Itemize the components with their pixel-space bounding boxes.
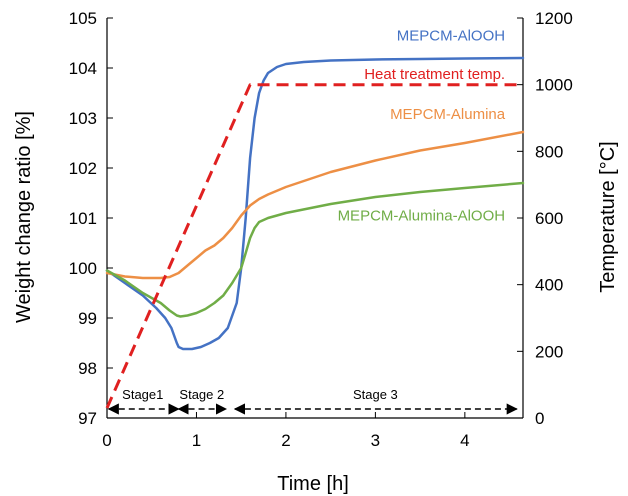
x-tick-label: 4 [460,431,469,450]
stage-layer: Stage1 Stage 2 Stage 3 [107,387,518,415]
series-label: Heat treatment temp. [364,66,505,83]
y-tick-label: 100 [69,259,97,278]
y-tick-label: 103 [69,109,97,128]
y-tick-label: 97 [78,409,97,428]
y-axis-title: Weight change ratio [%] [13,111,35,323]
y-tick-label: 99 [78,309,97,328]
series-layer [105,56,525,409]
x-tick-label: 2 [281,431,290,450]
y2-tick-label: 600 [535,209,563,228]
axes: 9798991001011021031041050200400600800100… [69,9,573,450]
x-tick-label: 1 [192,431,201,450]
series-label: MEPCM-AlOOH [397,28,505,45]
series-line-mepcm-alooh [105,56,525,351]
y-tick-label: 105 [69,9,97,28]
y2-tick-label: 1000 [535,76,573,95]
y-tick-label: 102 [69,159,97,178]
y2-tick-label: 1200 [535,9,573,28]
y-tick-label: 98 [78,359,97,378]
y2-tick-label: 800 [535,142,563,161]
series-label: MEPCM-Alumina [390,106,506,123]
series-label: MEPCM-Alumina-AlOOH [338,208,506,225]
y2-axis-title: Temperature [°C] [597,141,619,292]
stage-label: Stage 3 [353,387,398,402]
stage-label: Stage1 [122,387,163,402]
stage-label: Stage 2 [179,387,224,402]
series-line-mepcm-alumina-alooh [105,181,525,318]
label-layer: MEPCM-AlOOH Heat treatment temp. MEPCM-Alu… [338,28,506,225]
x-axis-title: Time [h] [277,473,349,495]
series-line-heat-treatment-temp [105,83,523,409]
y2-tick-label: 200 [535,342,563,361]
y2-tick-label: 0 [535,409,544,428]
y-tick-label: 101 [69,209,97,228]
x-tick-label: 0 [102,431,111,450]
x-tick-label: 3 [371,431,380,450]
y2-tick-label: 400 [535,276,563,295]
y-tick-label: 104 [69,59,97,78]
